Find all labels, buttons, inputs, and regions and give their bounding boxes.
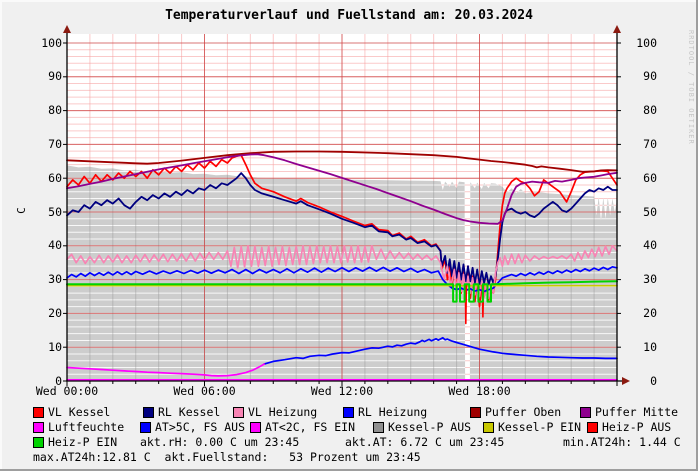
legend-label: AT<2C, FS EIN <box>265 420 356 434</box>
legend-label: min.AT24h: 1.44 C <box>563 435 681 449</box>
legend-label: RL Heizung <box>358 405 428 419</box>
y-axis-tick-label: 20 <box>48 305 62 320</box>
legend-swatch-icon <box>233 406 244 418</box>
y-axis-tick-label: 100 <box>41 35 62 50</box>
legend-label: VL Kessel <box>48 405 111 419</box>
legend-item-akt-at: akt.AT: 6.72 C um 23:45 <box>345 436 504 448</box>
y-axis-tick-label: 80 <box>643 103 657 118</box>
series-heiz-p-ein <box>66 280 618 303</box>
x-axis-tick-label: Wed 12:00 <box>310 384 374 398</box>
legend-label: Puffer Mitte <box>595 405 679 419</box>
legend-item-rl-heizung: RL Heizung <box>343 406 427 418</box>
legend-item-heiz-p-aus: Heiz-P AUS <box>587 421 671 433</box>
y-axis-tick-label: 70 <box>48 136 62 151</box>
legend-label: Puffer Oben <box>485 405 562 419</box>
y-axis-tick-label: 80 <box>48 103 62 118</box>
legend-item-vl-kessel: VL Kessel <box>33 406 110 418</box>
legend-item-kessel-p-aus: Kessel-P AUS <box>373 421 471 433</box>
y-axis-tick-label: 60 <box>643 170 657 185</box>
legend-item-max-at24h: max.AT24h:12.81 C akt.Fuellstand: 53 Pro… <box>33 451 421 463</box>
y-axis-arrow-icon <box>613 25 621 33</box>
legend-item-heiz-p-ein: Heiz-P EIN <box>33 436 117 448</box>
legend-swatch-icon <box>140 421 151 433</box>
y-axis-tick-label: 90 <box>48 69 62 84</box>
y-axis-tick-label: 40 <box>48 238 62 253</box>
legend-item-rl-kessel: RL Kessel <box>143 406 220 418</box>
legend-label: akt.AT: 6.72 C um 23:45 <box>345 435 505 449</box>
legend-swatch-icon <box>587 421 598 433</box>
y-axis-tick-label: 90 <box>643 69 657 84</box>
legend-item-vl-heizung: VL Heizung <box>233 406 317 418</box>
y-axis-arrow-icon <box>63 25 71 33</box>
y-axis-tick-label: 30 <box>48 272 62 287</box>
y-axis-tick-label: 10 <box>643 339 657 354</box>
legend-swatch-icon <box>143 406 154 418</box>
series-puffer-oben <box>66 150 618 173</box>
legend-swatch-icon <box>33 406 44 418</box>
legend-label: Luftfeuchte <box>48 420 125 434</box>
series-at-2c-fs-ein <box>66 363 265 377</box>
x-axis-tick-label: Wed 06:00 <box>173 384 236 398</box>
y-axis-tick-label: 50 <box>48 204 62 219</box>
y-axis-tick-label: 0 <box>650 373 657 388</box>
x-axis-tick-label: Wed 18:00 <box>448 384 511 398</box>
x-axis-arrow-icon <box>622 377 630 385</box>
legend-item-akt-rh: akt.rH: 0.00 C um 23:45 <box>140 436 299 448</box>
y-axis-tick-label: 50 <box>643 204 657 219</box>
legend-label: Kessel-P EIN <box>498 420 582 434</box>
y-axis-tick-label: 20 <box>643 305 657 320</box>
legend-label: akt.rH: 0.00 C um 23:45 <box>140 435 300 449</box>
legend-label: AT>5C, FS AUS <box>155 420 246 434</box>
y-axis-tick-label: 40 <box>643 238 657 253</box>
y-axis-tick-label: 70 <box>643 136 657 151</box>
legend-item-min-at24h: min.AT24h: 1.44 C <box>563 436 681 448</box>
chart-title: Temperaturverlauf und Fuellstand am: 20.… <box>165 8 533 23</box>
rrdtool-watermark: RRDTOOL / TOBI OETIKER <box>687 30 695 145</box>
legend-swatch-icon <box>483 421 494 433</box>
series-vl-kessel <box>66 154 618 308</box>
series-vl-heizung <box>66 244 618 300</box>
legend-label: max.AT24h:12.81 C akt.Fuellstand: 53 Pro… <box>33 450 421 464</box>
legend-swatch-icon <box>343 406 354 418</box>
legend-item-kessel-p-ein: Kessel-P EIN <box>483 421 581 433</box>
legend-item-luftfeuchte: Luftfeuchte <box>33 421 124 433</box>
series-rl-kessel <box>66 172 618 286</box>
legend-label: Heiz-P AUS <box>602 420 672 434</box>
legend-item-puffer-oben: Puffer Oben <box>470 406 561 418</box>
legend-swatch-icon <box>470 406 481 418</box>
y-axis-tick-label: 100 <box>636 35 657 50</box>
legend-label: Heiz-P EIN <box>48 435 118 449</box>
y-axis-tick-label: 60 <box>48 170 62 185</box>
legend-item-puffer-mitte: Puffer Mitte <box>580 406 678 418</box>
series-at-5c-fs-aus <box>263 336 618 365</box>
legend-label: VL Heizung <box>248 405 318 419</box>
legend-label: RL Kessel <box>158 405 221 419</box>
series-rl-heizung <box>66 265 618 293</box>
legend-swatch-icon <box>580 406 591 418</box>
y-axis-tick-label: 30 <box>643 272 657 287</box>
y-axis-tick-label: 0 <box>55 373 62 388</box>
legend-swatch-icon <box>33 436 44 448</box>
y-axis-tick-label: 10 <box>48 339 62 354</box>
legend-swatch-icon <box>250 421 261 433</box>
legend-swatch-icon <box>33 421 44 433</box>
legend-swatch-icon <box>373 421 384 433</box>
legend-item-at-5c-fs-aus: AT>5C, FS AUS <box>140 421 245 433</box>
series-puffer-mitte <box>66 153 618 225</box>
legend-label: Kessel-P AUS <box>388 420 472 434</box>
x-axis-tick-label: Wed 00:00 <box>35 384 99 398</box>
legend-item-at-2c-fs-ein: AT<2C, FS EIN <box>250 421 355 433</box>
